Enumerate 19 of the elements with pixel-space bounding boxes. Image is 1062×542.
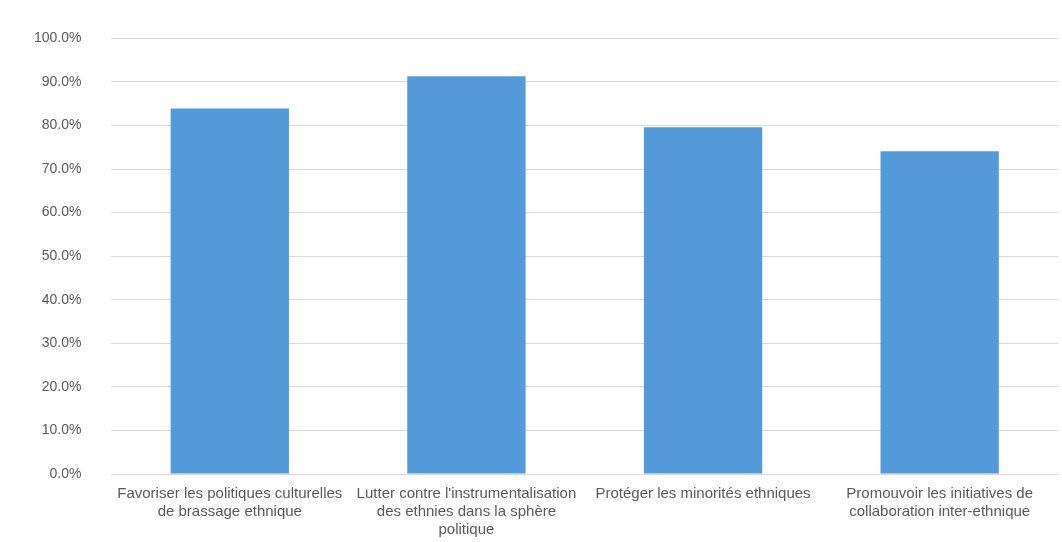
bar bbox=[643, 127, 763, 474]
bar bbox=[170, 108, 289, 474]
y-tick-label: 70.0% bbox=[41, 159, 82, 176]
x-tick-label: Promouvoir les initiatives de collaboration inter-ethnique bbox=[846, 484, 1034, 520]
y-tick-label: 10.0% bbox=[41, 421, 82, 438]
y-tick-label: 80.0% bbox=[41, 116, 82, 133]
x-tick-label: Favoriser les politiques culturelles de brassage ethnique bbox=[117, 484, 343, 520]
y-tick-label: 60.0% bbox=[41, 203, 82, 220]
y-tick-label: 20.0% bbox=[41, 377, 82, 394]
x-tick-label: Lutter contre l'instrumentalisation des ethnies dans la sphère politique bbox=[356, 484, 577, 538]
x-tick-label: Protéger les minorités ethniques bbox=[595, 484, 811, 502]
y-tick-label: 100.0% bbox=[34, 29, 82, 46]
y-tick-label: 0.0% bbox=[49, 464, 82, 481]
y-tick-label: 50.0% bbox=[41, 247, 82, 264]
y-tick-label: 90.0% bbox=[41, 72, 82, 89]
bar bbox=[407, 76, 526, 474]
bar bbox=[880, 151, 999, 474]
y-tick-label: 30.0% bbox=[41, 334, 82, 351]
y-tick-label: 40.0% bbox=[41, 290, 82, 307]
